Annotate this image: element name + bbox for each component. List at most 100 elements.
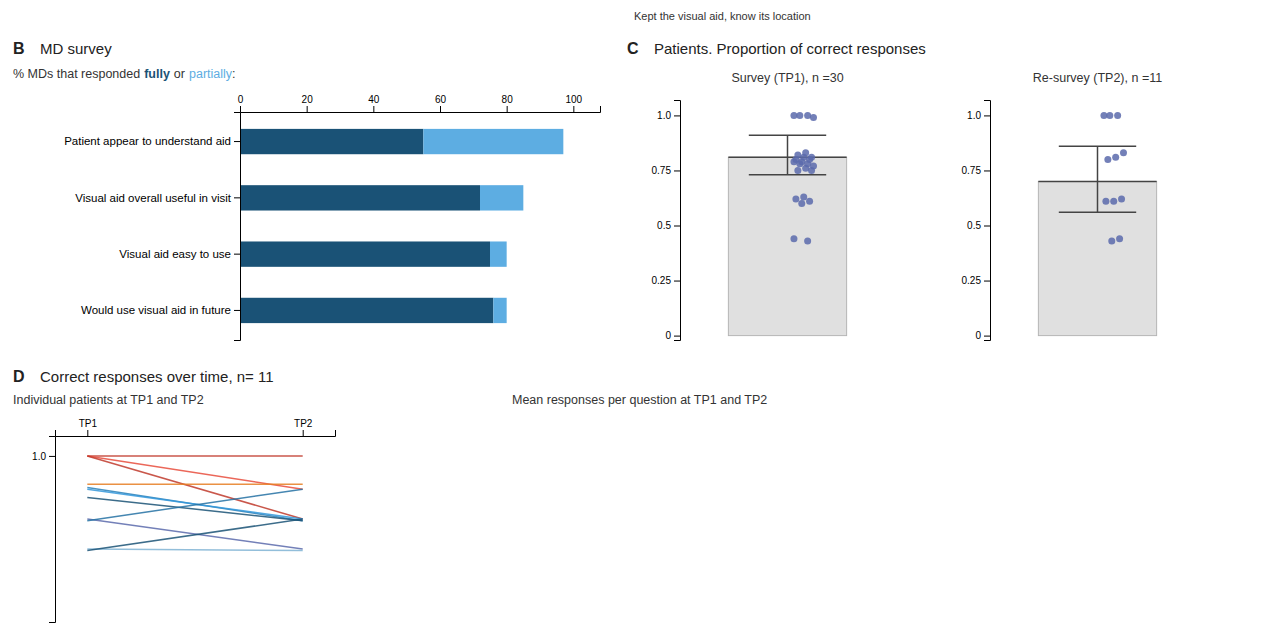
tick-label: 1.0 xyxy=(32,451,46,462)
dot xyxy=(1102,198,1109,205)
figure: Kept the visual aid, know its locationBM… xyxy=(0,0,1280,640)
line xyxy=(87,519,302,551)
error-bar xyxy=(787,135,789,175)
tick-mark xyxy=(234,141,240,142)
dot xyxy=(1112,154,1119,161)
dot xyxy=(1110,198,1117,205)
tick-mark xyxy=(87,430,88,436)
lines xyxy=(87,456,302,551)
panel-c-1: CPatients. Proportion of correct respons… xyxy=(627,40,926,341)
tick-mark xyxy=(674,226,680,227)
tick-mark xyxy=(984,281,990,282)
tick-mark xyxy=(674,170,680,171)
dot xyxy=(1114,112,1121,119)
axis-domain xyxy=(984,101,991,341)
tick-mark xyxy=(307,106,308,112)
tick-mark xyxy=(234,310,240,311)
tick-mark xyxy=(984,336,990,337)
tick: 1.0 xyxy=(967,110,990,121)
chart-root: Kept the visual aid, know its locationBM… xyxy=(0,0,1280,640)
tick-label: 0.5 xyxy=(967,220,981,231)
tick-label: Would use visual aid in future xyxy=(81,304,231,316)
tick-label: 0.75 xyxy=(962,165,982,176)
tick-label: 0 xyxy=(975,330,981,341)
annotation: or xyxy=(174,67,185,81)
tick: 1.0 xyxy=(32,451,55,462)
dot xyxy=(800,193,807,200)
bar xyxy=(240,185,480,210)
tick-label: 0.25 xyxy=(962,275,982,286)
tick-mark xyxy=(240,106,241,112)
line xyxy=(87,456,302,489)
tick: 20 xyxy=(302,94,314,112)
tick: Visual aid overall useful in visit xyxy=(75,192,240,204)
bar xyxy=(490,241,507,266)
tick: 0 xyxy=(665,330,680,341)
tick-label: Patient appear to understand aid xyxy=(64,135,231,147)
dot xyxy=(1106,112,1113,119)
x-axis: TP1TP2 xyxy=(56,418,336,437)
line xyxy=(87,483,302,485)
tick-label: 0.5 xyxy=(657,220,671,231)
line xyxy=(87,489,302,521)
dot xyxy=(790,235,797,242)
error-cap xyxy=(749,174,826,176)
bar xyxy=(480,185,523,210)
tick: 0.5 xyxy=(657,220,680,231)
axis-domain xyxy=(241,106,601,113)
dot xyxy=(810,114,817,121)
y-axis: 1.0 xyxy=(32,437,55,623)
panel-letter: D xyxy=(13,368,25,385)
tick: Visual aid easy to use xyxy=(119,248,240,260)
annotation: Mean responses per question at TP1 and T… xyxy=(512,393,767,407)
bar xyxy=(728,157,846,335)
bar xyxy=(493,298,506,323)
tick-label: 40 xyxy=(368,94,380,105)
tick-label: 60 xyxy=(435,94,447,105)
subtitle-line: % MDs that respondedfullyorpartially: xyxy=(13,67,236,81)
dot xyxy=(1116,235,1123,242)
tick-mark xyxy=(674,336,680,337)
title: Correct responses over time, n= 11 xyxy=(40,368,274,385)
tick: 0.5 xyxy=(967,220,990,231)
legend-entry: fully xyxy=(144,67,170,81)
tick-mark xyxy=(234,197,240,198)
tick-mark xyxy=(303,430,304,436)
tick-label: 80 xyxy=(502,94,514,105)
tick-label: 0.75 xyxy=(652,165,672,176)
tick: 0.25 xyxy=(652,275,680,286)
dot xyxy=(1108,237,1115,244)
subtitle: Re-survey (TP2), n =11 xyxy=(1033,71,1162,85)
tick-mark xyxy=(49,456,55,457)
bar xyxy=(240,129,423,154)
y-axis: 0 0.25 0.5 0.75 1.0 xyxy=(652,101,681,342)
dot xyxy=(792,196,799,203)
y-axis: Patient appear to understand aid Visual a… xyxy=(64,113,240,341)
marks xyxy=(728,112,846,336)
tick-label: Visual aid overall useful in visit xyxy=(75,192,232,204)
error-cap xyxy=(1059,145,1136,147)
tick-mark xyxy=(674,281,680,282)
error-cap xyxy=(749,134,826,136)
tick: 60 xyxy=(435,94,447,112)
tick-label: 1.0 xyxy=(657,110,671,121)
tick-label: 0.25 xyxy=(652,275,672,286)
dot xyxy=(1104,156,1111,163)
tick: 40 xyxy=(368,94,380,112)
tick: 0.75 xyxy=(962,165,990,176)
error-cap xyxy=(1059,212,1136,214)
x-axis: 020406080100 xyxy=(238,94,601,113)
subtitle: Individual patients at TP1 and TP2 xyxy=(13,393,204,407)
marks xyxy=(1038,112,1156,336)
tick: 100 xyxy=(565,94,582,112)
tick-mark xyxy=(234,254,240,255)
tick: 0.25 xyxy=(962,275,990,286)
dot xyxy=(796,112,803,119)
axis-domain xyxy=(49,437,56,623)
tick-label: 20 xyxy=(302,94,314,105)
dot xyxy=(796,160,803,167)
tick-label: Visual aid easy to use xyxy=(119,248,231,260)
y-axis: 0 0.25 0.5 0.75 1.0 xyxy=(962,101,991,342)
tick: 80 xyxy=(502,94,514,112)
tick-label: 0 xyxy=(665,330,671,341)
